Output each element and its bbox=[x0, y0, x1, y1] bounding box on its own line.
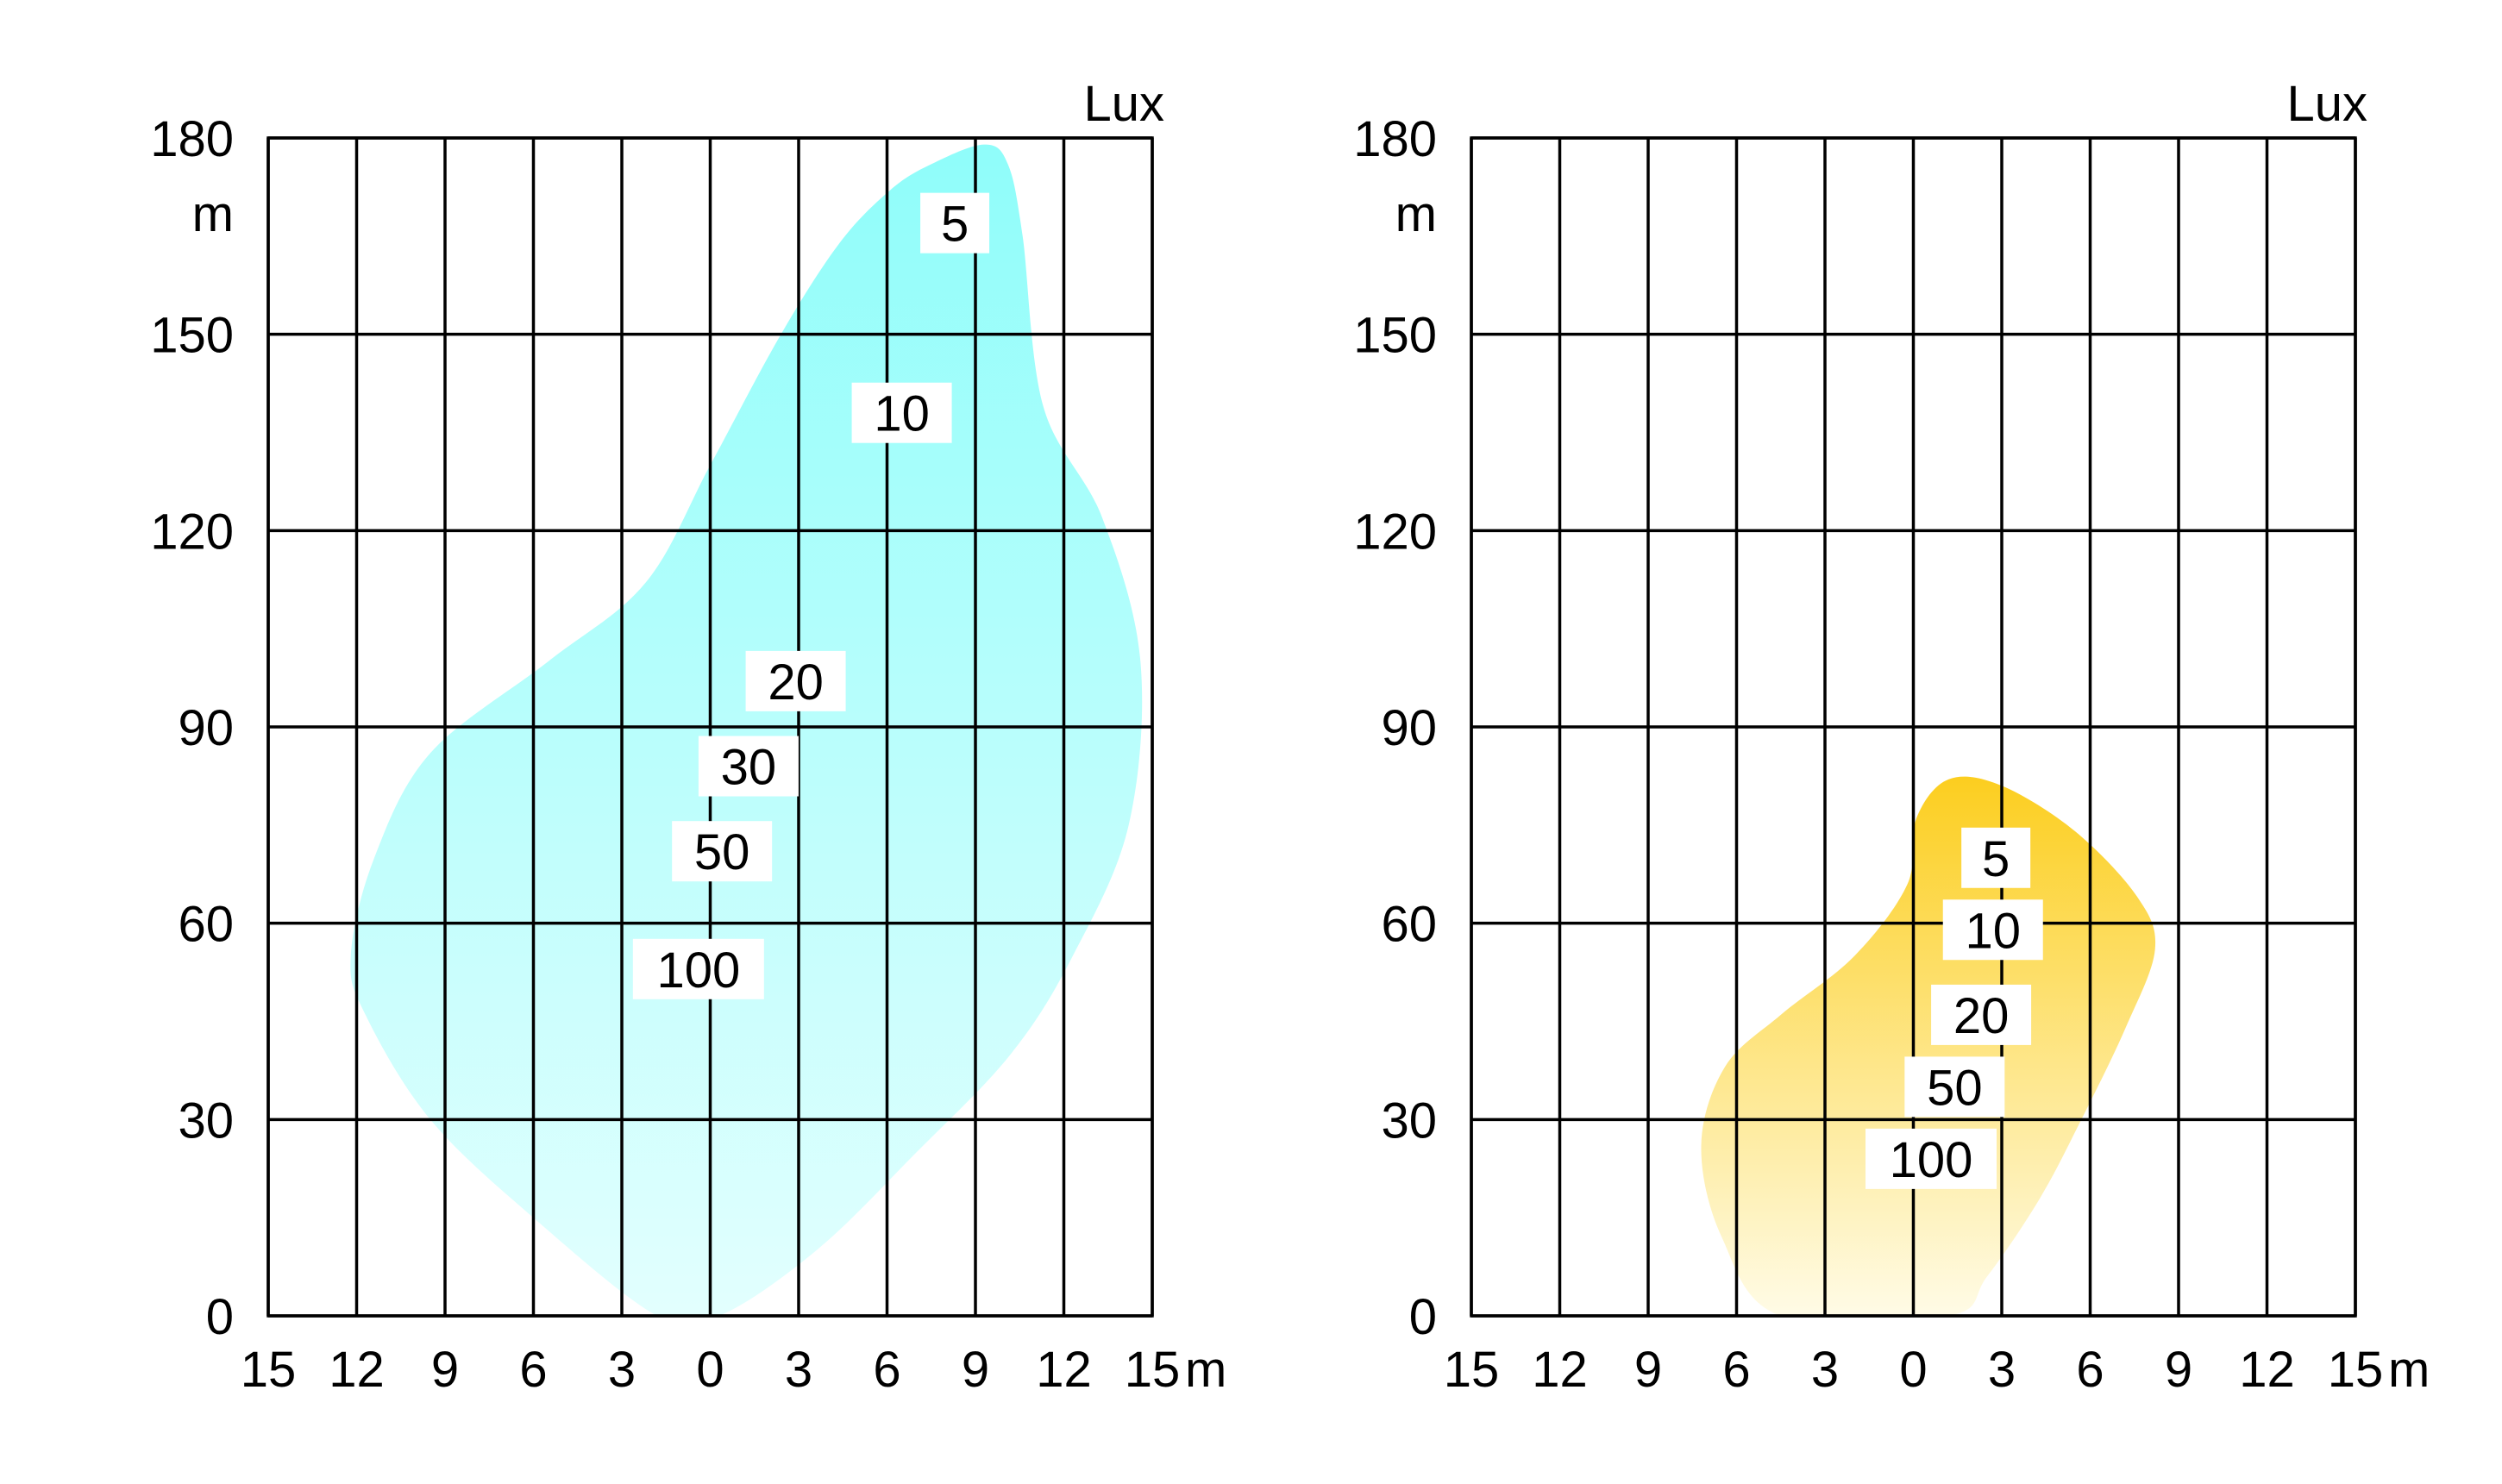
left-x-tick-label: 6 bbox=[519, 1342, 547, 1398]
left-y-tick-label: 180 bbox=[150, 111, 234, 167]
left-isolux-label: 5 bbox=[941, 197, 969, 253]
right-y-axis-unit: m bbox=[1395, 186, 1437, 242]
left-y-axis-unit: m bbox=[192, 186, 234, 242]
left-x-tick-label: 0 bbox=[696, 1342, 724, 1398]
right-isolux-panel: 15 12 9 6 3 0 3 6 9 12 15 m0306090120150180mLux5102… bbox=[1353, 76, 2430, 1398]
left-isolux-label-box bbox=[672, 821, 773, 882]
right-plot-frame bbox=[1470, 136, 2357, 1318]
left-isolux-label-box bbox=[920, 192, 990, 254]
left-isolux-label-box bbox=[745, 650, 846, 711]
left-x-axis-unit: m bbox=[1185, 1342, 1226, 1398]
right-x-tick-label: 3 bbox=[1988, 1342, 2016, 1398]
right-x-tick-label: 15 bbox=[2328, 1342, 2384, 1398]
right-isolux-label-box bbox=[1942, 899, 2043, 961]
right-y-tick-label: 180 bbox=[1353, 111, 1437, 167]
left-isolux-label: 50 bbox=[694, 824, 750, 880]
left-x-tick-label: 3 bbox=[785, 1342, 812, 1398]
right-x-tick-label: 9 bbox=[2165, 1342, 2192, 1398]
left-isolux-label-box bbox=[632, 938, 764, 999]
left-y-tick-label: 60 bbox=[178, 897, 234, 953]
right-y-tick-label: 120 bbox=[1353, 504, 1437, 560]
left-x-tick-label: 12 bbox=[329, 1342, 385, 1398]
left-isolux-label: 20 bbox=[768, 654, 824, 711]
left-isolux-label-box bbox=[698, 736, 799, 797]
left-plot-frame bbox=[267, 136, 1154, 1318]
right-isolux-label: 5 bbox=[1982, 831, 2010, 887]
right-isolux-label-box bbox=[1866, 1128, 1997, 1189]
right-x-tick-label: 15 bbox=[1444, 1342, 1500, 1398]
right-isolux-label: 50 bbox=[1927, 1060, 1983, 1116]
left-x-tick-label: 15 bbox=[1125, 1342, 1181, 1398]
left-y-tick-label: 90 bbox=[178, 700, 234, 756]
right-isolux-label: 10 bbox=[1965, 903, 2021, 959]
right-lux-unit-label: Lux bbox=[2286, 76, 2367, 132]
left-y-tick-label: 0 bbox=[206, 1289, 234, 1345]
left-isolux-label: 10 bbox=[874, 386, 930, 442]
right-y-tick-label: 150 bbox=[1353, 308, 1437, 364]
right-isolux-label-box bbox=[1904, 1056, 2005, 1118]
left-x-tick-label: 12 bbox=[1036, 1342, 1092, 1398]
right-isolux-label: 20 bbox=[1953, 988, 2010, 1044]
left-isolux-label: 100 bbox=[656, 942, 740, 999]
right-x-tick-label: 6 bbox=[1722, 1342, 1750, 1398]
right-x-axis-unit: m bbox=[2388, 1342, 2430, 1398]
left-y-tick-label: 30 bbox=[178, 1093, 234, 1149]
right-x-tick-label: 12 bbox=[1532, 1342, 1588, 1398]
left-x-tick-label: 6 bbox=[873, 1342, 900, 1398]
right-isolux-label-box bbox=[1961, 827, 2031, 888]
right-y-tick-label: 60 bbox=[1381, 897, 1437, 953]
left-lux-unit-label: Lux bbox=[1083, 76, 1164, 132]
right-x-tick-label: 12 bbox=[2239, 1342, 2295, 1398]
right-x-tick-label: 9 bbox=[1634, 1342, 1662, 1398]
left-y-tick-label: 120 bbox=[150, 504, 234, 560]
right-isolux-area bbox=[1701, 776, 2156, 1316]
left-x-tick-label: 3 bbox=[608, 1342, 636, 1398]
right-isolux-label-box bbox=[1931, 984, 2032, 1045]
left-x-tick-label: 9 bbox=[962, 1342, 989, 1398]
left-isolux-panel: 15 12 9 6 3 0 3 6 9 12 15 m0306090120150180mLux5102… bbox=[150, 76, 1226, 1398]
right-y-tick-label: 30 bbox=[1381, 1093, 1437, 1149]
right-y-tick-label: 90 bbox=[1381, 700, 1437, 756]
right-x-tick-label: 0 bbox=[1899, 1342, 1927, 1398]
right-x-tick-label: 6 bbox=[2076, 1342, 2104, 1398]
left-x-tick-label: 9 bbox=[431, 1342, 459, 1398]
left-isolux-area bbox=[350, 144, 1143, 1316]
left-isolux-label-box bbox=[851, 382, 952, 443]
right-x-tick-label: 3 bbox=[1811, 1342, 1839, 1398]
left-x-tick-label: 15 bbox=[241, 1342, 297, 1398]
right-isolux-label: 100 bbox=[1890, 1132, 1973, 1188]
left-y-tick-label: 150 bbox=[150, 308, 234, 364]
right-y-tick-label: 0 bbox=[1409, 1289, 1437, 1345]
left-isolux-label: 30 bbox=[721, 740, 777, 796]
